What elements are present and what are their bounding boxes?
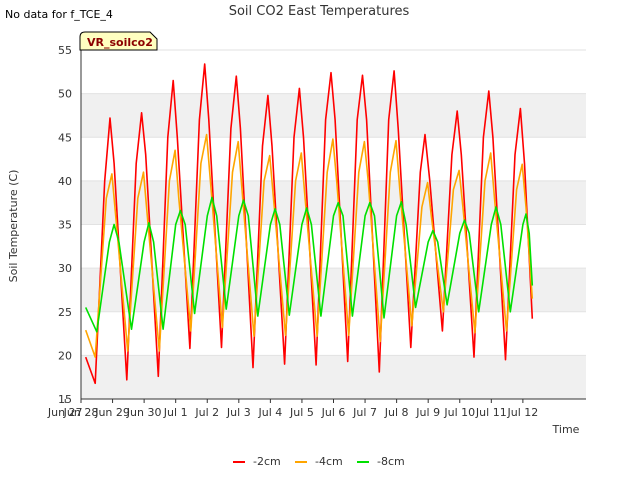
background-band [81,355,586,399]
legend-label: -8cm [377,455,405,468]
y-tick-label: 45 [58,131,72,144]
x-tick-label: Jul 8 [384,406,409,419]
y-tick-label: 20 [58,349,72,362]
x-tick-label: Jul 2 [194,406,219,419]
x-tick-label: Jul 6 [321,406,346,419]
x-tick-label: Jun 29 [94,406,130,419]
x-tick-label: Jul 12 [506,406,538,419]
x-tick-label: Jul 4 [257,406,282,419]
x-tick-label: Jun 30 [126,406,162,419]
x-tick-label: Jul 7 [352,406,377,419]
x-tick-label: Jun 28 [63,406,99,419]
y-axis-label: Soil Temperature (C) [7,170,20,283]
legend: -2cm -4cm -8cm [233,455,405,468]
chart-title: Soil CO2 East Temperatures [229,4,410,19]
site-label-box: VR_soilco2 [79,31,158,51]
y-tick-label: 25 [58,306,72,319]
y-tick-label: 35 [58,219,72,232]
no-data-note: No data for f_TCE_4 [5,8,113,21]
site-label: VR_soilco2 [87,36,153,49]
legend-label: -2cm [253,455,281,468]
x-tick-label: Jul 1 [163,406,188,419]
y-tick-label: 40 [58,175,72,188]
y-axis-ticks: 15 20 25 30 35 40 45 50 55 [58,44,72,406]
x-axis-label: Time [552,423,580,436]
x-tick-label: Jul 3 [226,406,251,419]
legend-label: -4cm [315,455,343,468]
y-tick-label: 55 [58,44,72,57]
x-tick-label: Jul 10 [443,406,475,419]
x-tick-label: Jun 27 [47,406,83,419]
y-tick-label: 30 [58,262,72,275]
series-layer [84,63,534,385]
series-line-4cm [84,133,534,358]
series-line-8cm [84,196,534,333]
y-tick-label: 50 [58,88,72,101]
y-tick-label: 15 [58,393,72,406]
x-tick-label: Jul 9 [415,406,440,419]
x-tick-label: Jul 5 [289,406,314,419]
x-tick-label: Jul 11 [475,406,507,419]
